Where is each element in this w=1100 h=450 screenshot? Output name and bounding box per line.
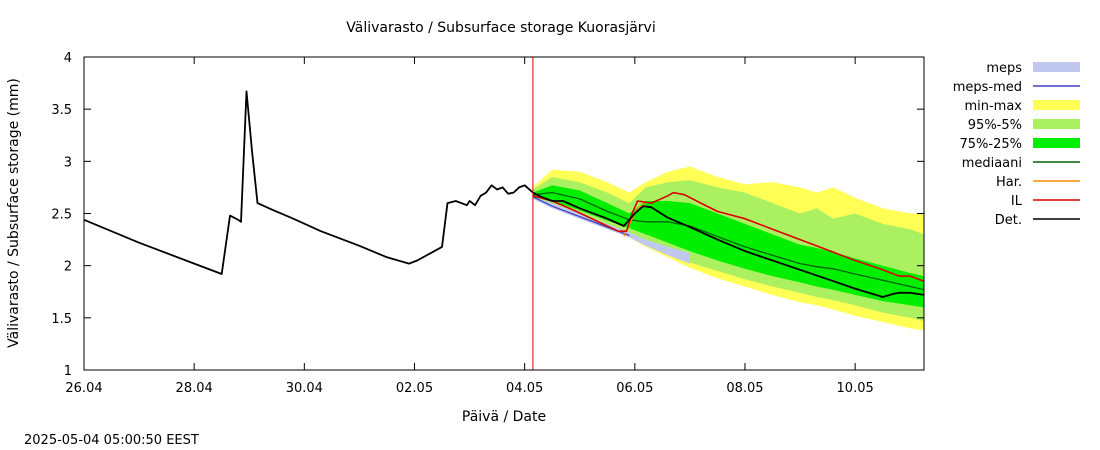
x-tick-label: 10.05 — [837, 381, 874, 396]
x-tick-label: 26.04 — [65, 381, 102, 396]
legend-label: 95%-5% — [968, 118, 1022, 133]
y-tick-label: 1 — [64, 364, 72, 379]
legend-label: min-max — [964, 99, 1022, 114]
y-tick-label: 2.5 — [51, 208, 72, 223]
x-tick-label: 28.04 — [176, 381, 213, 396]
x-tick-label: 30.04 — [286, 381, 323, 396]
x-tick-label: 04.05 — [506, 381, 543, 396]
x-axis-label: Päivä / Date — [462, 409, 546, 425]
legend-label: Det. — [995, 213, 1022, 228]
series-lines — [83, 57, 925, 370]
x-tick-label: 02.05 — [396, 381, 433, 396]
legend-label: mediaani — [962, 156, 1022, 171]
y-tick-label: 3.5 — [51, 103, 72, 118]
y-tick-label: 4 — [64, 51, 72, 66]
legend-swatch — [1033, 119, 1080, 129]
legend-swatch — [1033, 138, 1080, 148]
x-tick-label: 08.05 — [726, 381, 763, 396]
legend-swatch — [1033, 100, 1080, 110]
legend-label: meps-med — [953, 80, 1022, 95]
generated-timestamp: 2025-05-04 05:00:50 EEST — [24, 433, 199, 448]
series-mediaani — [532, 191, 925, 291]
y-axis-label: Välivarasto / Subsurface storage (mm) — [6, 78, 22, 348]
x-tick-label: 06.05 — [616, 381, 653, 396]
legend-label: 75%-25% — [960, 137, 1022, 152]
axes: 1 1.5 2 2.5 3 3.5 4 26.04 28.04 30.04 02.05 04.05 06… — [51, 51, 925, 396]
legend-label: IL — [1011, 194, 1023, 209]
series-det — [83, 90, 925, 298]
legend: meps meps-med min-max 95%-5% 75%-25% mediaani… — [953, 61, 1080, 228]
legend-swatch — [1033, 62, 1080, 72]
y-tick-label: 1.5 — [51, 312, 72, 327]
legend-label: Har. — [996, 175, 1022, 190]
series-il — [532, 191, 925, 283]
chart-title: Välivarasto / Subsurface storage Kuorasj… — [346, 20, 655, 36]
y-tick-label: 2 — [64, 260, 72, 275]
y-tick-label: 3 — [64, 155, 72, 170]
legend-label: meps — [986, 61, 1022, 76]
